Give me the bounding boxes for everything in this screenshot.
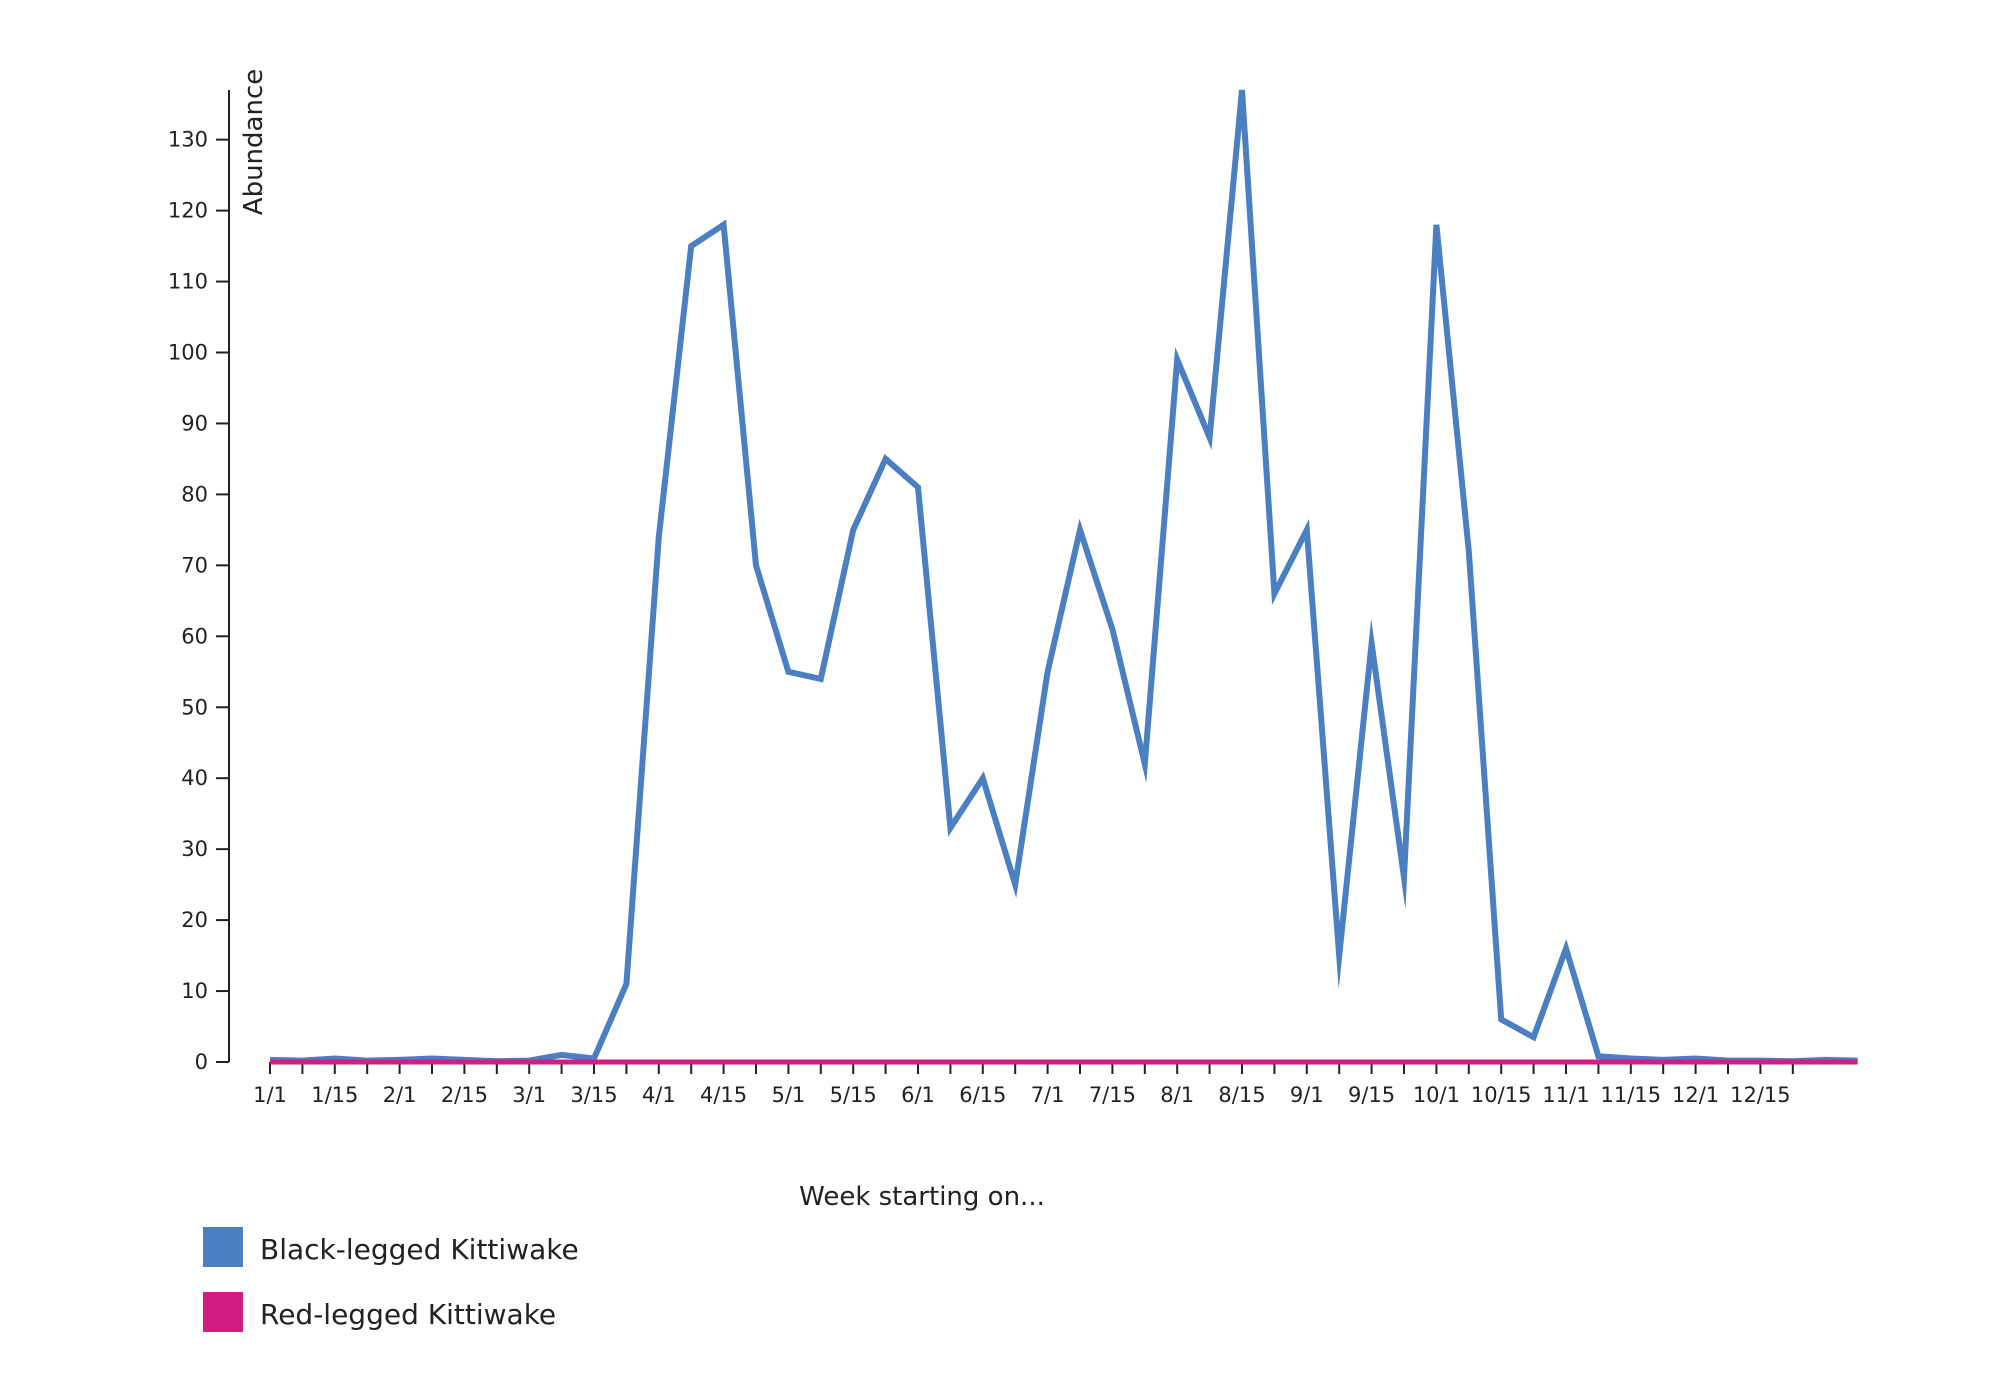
x-tick-label: 6/1	[901, 1083, 935, 1107]
series-line-black-legged-kittiwake	[269, 89, 1858, 1065]
x-tick-label: 6/15	[959, 1083, 1006, 1107]
y-tick-label: 130	[168, 128, 208, 152]
y-tick-label: 40	[181, 766, 208, 790]
legend-label: Black-legged Kittiwake	[260, 1233, 579, 1266]
x-tick-label: 8/15	[1218, 1083, 1265, 1107]
y-tick-label: 0	[195, 1050, 208, 1074]
x-tick-label: 1/15	[311, 1083, 358, 1107]
series-lines	[269, 89, 1858, 1065]
y-tick-label: 120	[168, 199, 208, 223]
legend-swatch-red-legged-kittiwake	[203, 1292, 243, 1332]
x-tick-label: 9/1	[1290, 1083, 1324, 1107]
y-tick-label: 60	[181, 624, 208, 648]
x-tick-label: 7/15	[1089, 1083, 1136, 1107]
x-tick-label: 8/1	[1160, 1083, 1194, 1107]
x-tick-label: 3/15	[570, 1083, 617, 1107]
x-tick-label: 10/15	[1471, 1083, 1532, 1107]
y-tick-label: 70	[181, 553, 208, 577]
y-tick-label: 100	[168, 341, 208, 365]
x-tick-label: 11/15	[1601, 1083, 1662, 1107]
x-tick-label: 2/1	[383, 1083, 417, 1107]
x-tick-label: 4/1	[642, 1083, 676, 1107]
x-tick-label: 9/15	[1348, 1083, 1395, 1107]
legend-item[interactable]: Black-legged Kittiwake	[203, 1227, 579, 1267]
legend-item[interactable]: Red-legged Kittiwake	[203, 1292, 556, 1332]
x-tick-label: 4/15	[700, 1083, 747, 1107]
x-tick-label: 12/1	[1672, 1083, 1719, 1107]
x-axis-title: Week starting on...	[799, 1182, 1045, 1212]
legend-label: Red-legged Kittiwake	[260, 1298, 556, 1331]
x-tick-label: 10/1	[1413, 1083, 1460, 1107]
legend-swatch-black-legged-kittiwake	[203, 1227, 243, 1267]
axes: 0 10 20 30 40 50 60 70 80 90 100 110 120 130 1/1 1/15 2/…	[168, 90, 1794, 1107]
x-tick-label: 12/15	[1730, 1083, 1791, 1107]
y-tick-label: 10	[181, 979, 208, 1003]
legend: Black-legged Kittiwake Red-legged Kittiw…	[203, 1227, 579, 1332]
x-tick-label: 11/1	[1542, 1083, 1589, 1107]
y-tick-label: 50	[181, 695, 208, 719]
x-tick-label: 3/1	[512, 1083, 546, 1107]
y-axis-title: Abundance	[239, 69, 269, 215]
y-tick-label: 110	[168, 270, 208, 294]
x-tick-label: 5/1	[772, 1083, 806, 1107]
x-tick-label: 7/1	[1031, 1083, 1065, 1107]
x-tick-label: 1/1	[253, 1083, 287, 1107]
y-tick-label: 30	[181, 837, 208, 861]
y-tick-label: 20	[181, 908, 208, 932]
y-tick-label: 90	[181, 411, 208, 435]
x-tick-label: 2/15	[441, 1083, 488, 1107]
x-tick-label: 5/15	[830, 1083, 877, 1107]
y-tick-label: 80	[181, 482, 208, 506]
